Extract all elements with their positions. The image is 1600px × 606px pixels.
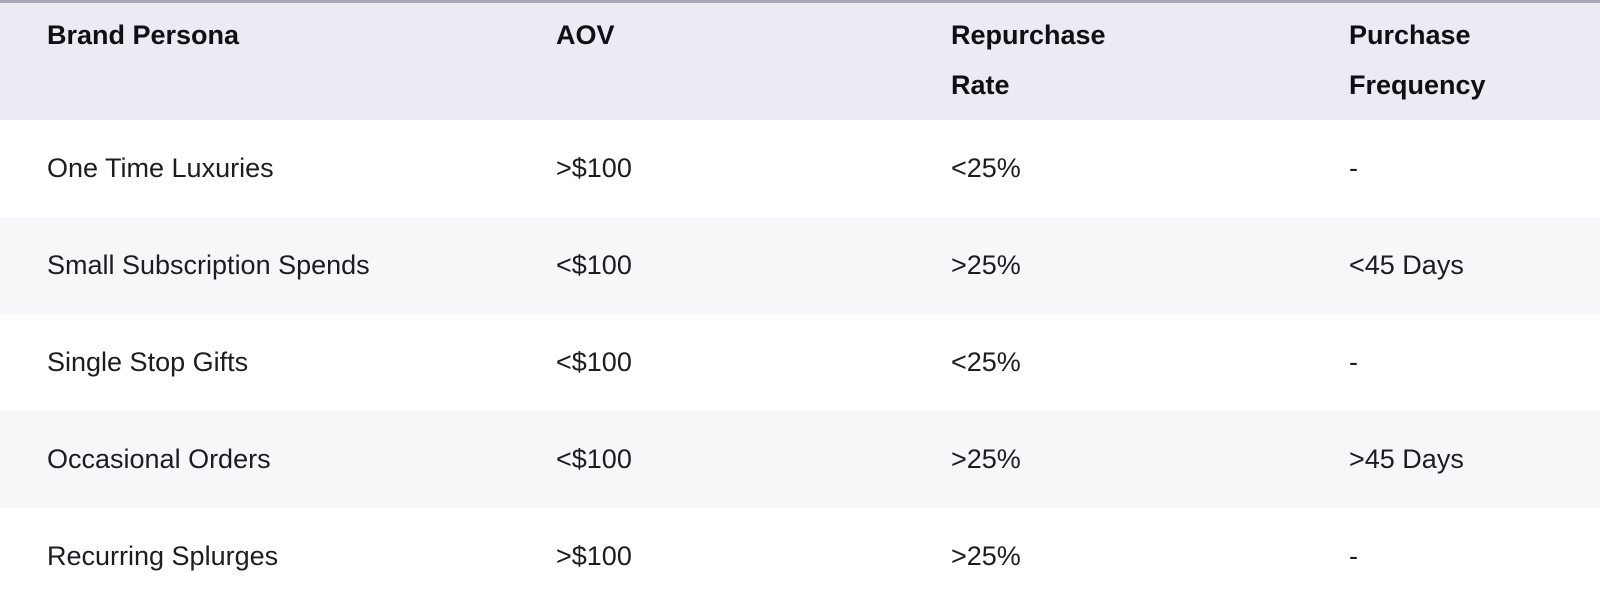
cell-repurchase-rate: <25% [951, 153, 1021, 183]
cell-brand-persona: Single Stop Gifts [47, 347, 249, 377]
cell-repurchase-rate: >25% [951, 250, 1021, 280]
cell-purchase-frequency: <45 Days [1349, 250, 1464, 280]
cell-purchase-frequency: - [1349, 541, 1358, 571]
cell-aov: <$100 [556, 444, 632, 474]
cell-purchase-frequency: - [1349, 347, 1358, 377]
cell-repurchase-rate: >25% [951, 444, 1021, 474]
cell-repurchase-rate: <25% [951, 347, 1021, 377]
header-cell-aov: AOV [556, 3, 951, 120]
cell-brand-persona: Small Subscription Spends [47, 250, 370, 280]
table-header-row: Brand Persona AOV Repurchase Rate Purcha… [0, 3, 1600, 120]
table-row: Single Stop Gifts <$100 <25% - [0, 314, 1600, 411]
header-label: Brand Persona [47, 20, 240, 50]
cell-aov: <$100 [556, 250, 632, 280]
cell-brand-persona: Recurring Splurges [47, 541, 279, 571]
header-cell-brand-persona: Brand Persona [0, 3, 556, 120]
cell-repurchase-rate: >25% [951, 541, 1021, 571]
cell-aov: <$100 [556, 347, 632, 377]
brand-persona-table: Brand Persona AOV Repurchase Rate Purcha… [0, 3, 1600, 605]
top-edge-divider [0, 0, 1600, 3]
table-row: Small Subscription Spends <$100 >25% <45… [0, 217, 1600, 314]
cell-brand-persona: Occasional Orders [47, 444, 271, 474]
cell-aov: >$100 [556, 153, 632, 183]
cell-aov: >$100 [556, 541, 632, 571]
header-label: AOV [556, 20, 615, 50]
cell-purchase-frequency: - [1349, 153, 1358, 183]
table-row: Recurring Splurges >$100 >25% - [0, 508, 1600, 605]
header-label: Purchase Frequency [1349, 20, 1486, 100]
table-body: One Time Luxuries >$100 <25% - Small Sub… [0, 120, 1600, 605]
cell-brand-persona: One Time Luxuries [47, 153, 274, 183]
table-row: One Time Luxuries >$100 <25% - [0, 120, 1600, 217]
cell-purchase-frequency: >45 Days [1349, 444, 1464, 474]
header-cell-purchase-frequency: Purchase Frequency [1349, 3, 1600, 120]
header-cell-repurchase-rate: Repurchase Rate [951, 3, 1349, 120]
table-row: Occasional Orders <$100 >25% >45 Days [0, 411, 1600, 508]
header-label: Repurchase Rate [951, 20, 1106, 100]
